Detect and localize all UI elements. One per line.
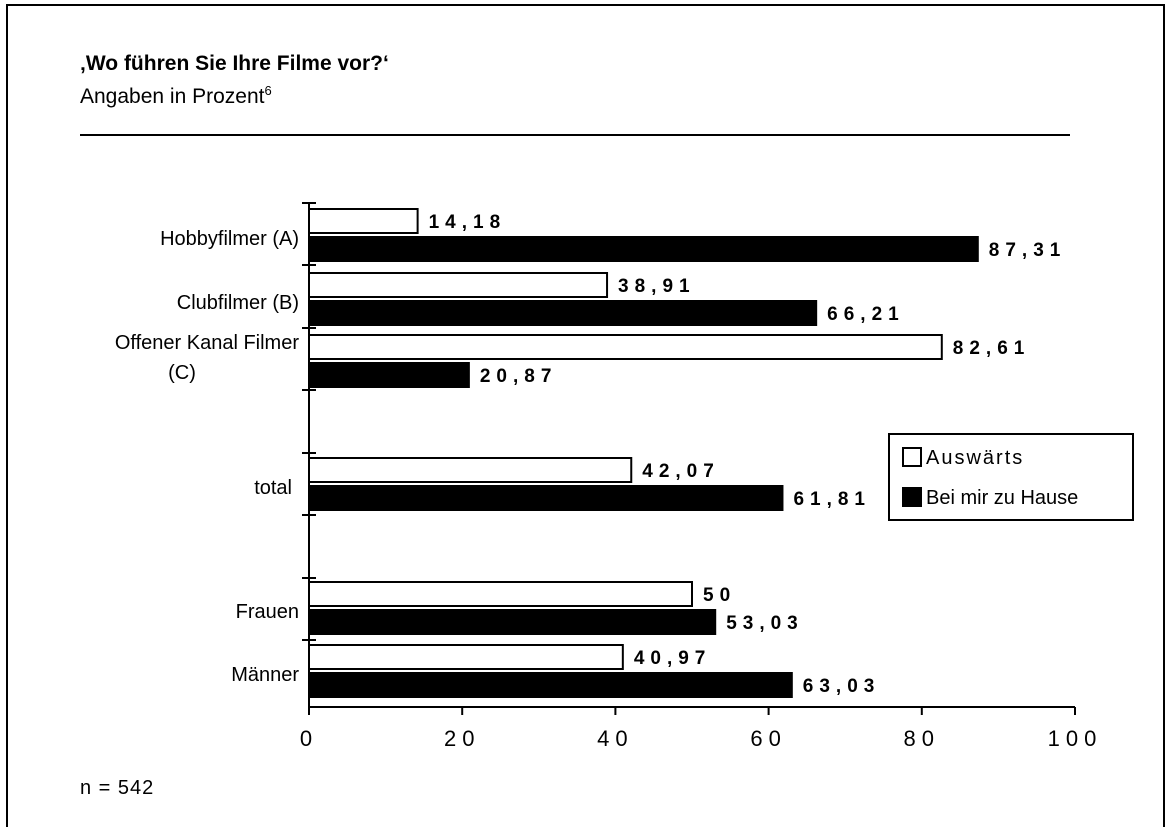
category-label: Clubfilmer (B) <box>177 292 299 314</box>
category-label: Offener Kanal Filmer <box>115 332 299 354</box>
bar-zu-hause <box>308 236 979 262</box>
data-label: 61,81 <box>793 489 871 510</box>
category-label: Frauen <box>236 601 299 623</box>
bar-auswaerts <box>308 208 419 234</box>
bar-zu-hause <box>308 300 818 326</box>
data-label: 50 <box>703 585 736 606</box>
legend-swatch <box>902 487 922 507</box>
x-tick-label: 100 <box>1048 726 1103 751</box>
figure-frame <box>6 4 1165 827</box>
data-label: 63,03 <box>803 676 881 697</box>
bar-auswaerts <box>308 457 633 483</box>
bar-zu-hause <box>308 362 470 388</box>
x-tick-label: 40 <box>597 726 633 751</box>
legend-label: Auswärts <box>926 447 1024 469</box>
x-tick-label: 80 <box>904 726 940 751</box>
legend-swatch <box>902 447 922 467</box>
data-label: 20,87 <box>480 366 558 387</box>
x-tick-label: 0 <box>300 726 318 751</box>
data-label: 66,21 <box>827 304 905 325</box>
data-label: 40,97 <box>634 648 712 669</box>
category-label: total <box>254 477 292 499</box>
x-tick-label: 60 <box>750 726 786 751</box>
subtitle-text: Angaben in Prozent <box>80 85 265 108</box>
x-tick-label: 20 <box>444 726 480 751</box>
bar-auswaerts <box>308 581 693 607</box>
chart-title: ‚Wo führen Sie Ihre Filme vor?‘ <box>80 52 389 75</box>
bar-zu-hause <box>308 485 784 511</box>
sample-size: n = 542 <box>80 777 155 799</box>
data-label: 38,91 <box>618 276 696 297</box>
bar-zu-hause <box>308 672 793 698</box>
chart-subtitle: Angaben in Prozent6 <box>80 83 272 109</box>
footnote-mark: 6 <box>264 83 272 98</box>
bar-auswaerts <box>308 272 609 298</box>
bar-auswaerts <box>308 644 624 670</box>
category-label: (C) <box>168 362 196 384</box>
category-label: Männer <box>231 664 299 686</box>
bar-auswaerts <box>308 334 943 360</box>
data-label: 87,31 <box>989 240 1067 261</box>
data-label: 82,61 <box>953 338 1031 359</box>
legend-label: Bei mir zu Hause <box>926 487 1078 509</box>
title-rule <box>80 134 1070 136</box>
data-label: 14,18 <box>429 212 507 233</box>
category-label: Hobbyfilmer (A) <box>160 228 299 250</box>
bar-zu-hause <box>308 609 717 635</box>
legend-box <box>888 433 1134 521</box>
data-label: 53,03 <box>726 613 804 634</box>
data-label: 42,07 <box>642 461 720 482</box>
